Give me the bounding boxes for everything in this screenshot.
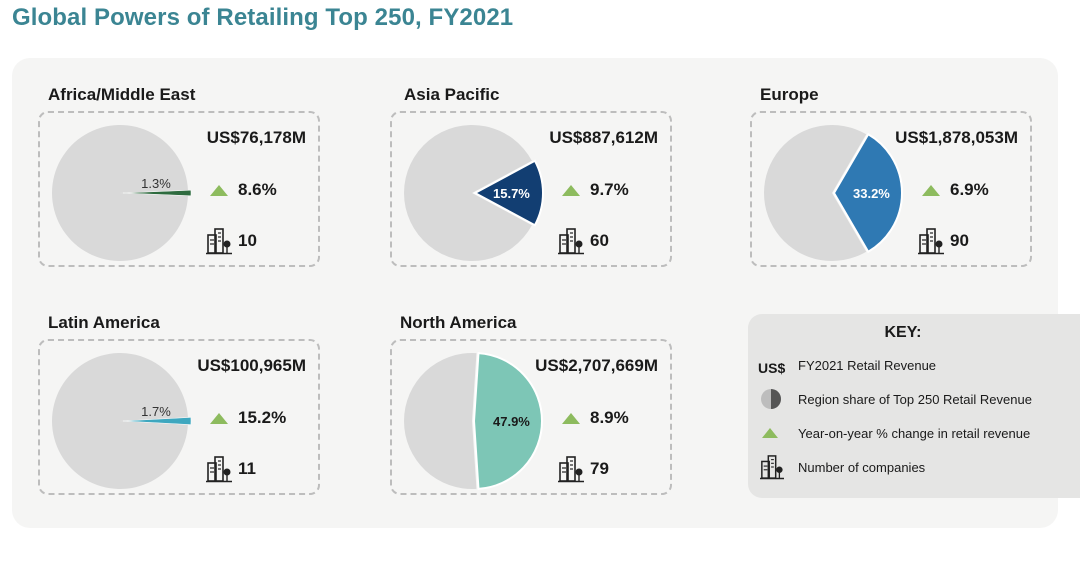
- buildings-icon: [760, 455, 784, 480]
- key-share-label: Region share of Top 250 Retail Revenue: [798, 392, 1032, 407]
- revenue-value: US$100,965M: [197, 356, 306, 375]
- region-pie: 15.7%: [404, 125, 544, 261]
- slice-label: 15.7%: [493, 186, 530, 201]
- region-card: 47.9% US$2,707,669M 8.9% 79: [390, 339, 672, 495]
- yoy-change: 15.2%: [238, 408, 287, 427]
- yoy-change: 9.7%: [590, 180, 629, 199]
- page-title: Global Powers of Retailing Top 250, FY20…: [12, 4, 514, 31]
- pie-remainder: [403, 353, 477, 489]
- revenue-value: US$2,707,669M: [535, 356, 658, 375]
- region-pie: 1.7%: [52, 353, 192, 489]
- pie-remainder: [764, 125, 867, 261]
- region-pie: 33.2%: [764, 125, 903, 261]
- region-name: North America: [400, 313, 517, 332]
- buildings-icon: [558, 228, 584, 255]
- yoy-change: 8.9%: [590, 408, 629, 427]
- pie-remainder: [52, 125, 188, 261]
- slice-label: 1.3%: [141, 176, 171, 191]
- buildings-icon: [558, 456, 584, 483]
- region-card: 1.3% US$76,178M 8.6% 10: [38, 111, 320, 267]
- buildings-icon: [206, 228, 232, 255]
- slice-label: 47.9%: [493, 414, 530, 429]
- triangle-up-icon: [562, 185, 580, 196]
- pie-remainder: [52, 353, 188, 489]
- buildings-icon: [918, 228, 944, 255]
- region-name: Asia Pacific: [404, 85, 500, 104]
- region-pie: 47.9%: [403, 352, 543, 490]
- triangle-up-icon: [922, 185, 940, 196]
- pie-slice: [832, 132, 903, 254]
- revenue-value: US$887,612M: [549, 128, 658, 147]
- triangle-up-icon: [562, 413, 580, 424]
- triangle-up-icon: [210, 185, 228, 196]
- yoy-change: 6.9%: [950, 180, 989, 199]
- region-card: 33.2% US$1,878,053M 6.9% 90: [750, 111, 1032, 267]
- company-count: 11: [238, 459, 256, 478]
- company-count: 79: [590, 459, 609, 478]
- region-name: Europe: [760, 85, 819, 104]
- key-revenue-label: FY2021 Retail Revenue: [798, 358, 937, 373]
- region-pie: 1.3%: [52, 125, 192, 261]
- triangle-up-icon: [762, 428, 778, 438]
- key-yoy-label: Year-on-year % change in retail revenue: [798, 426, 1031, 441]
- triangle-up-icon: [210, 413, 228, 424]
- region-card: 1.7% US$100,965M 15.2% 11: [38, 339, 320, 495]
- region-card: 15.7% US$887,612M 9.7% 60: [390, 111, 672, 267]
- pie-slice: [122, 417, 192, 425]
- yoy-change: 8.6%: [238, 180, 277, 199]
- pie-slice: [472, 352, 543, 490]
- half-pie-icon: [761, 389, 781, 409]
- company-count: 60: [590, 231, 609, 250]
- pie-slice: [472, 159, 544, 227]
- key-title: KEY:: [884, 324, 922, 341]
- us-symbol: US$: [758, 360, 786, 376]
- company-count: 10: [238, 231, 257, 250]
- revenue-value: US$76,178M: [206, 128, 306, 147]
- buildings-icon: [206, 456, 232, 483]
- key-companies-label: Number of companies: [798, 460, 926, 475]
- region-name: Latin America: [48, 313, 160, 332]
- revenue-value: US$1,878,053M: [895, 128, 1018, 147]
- key-legend: KEY: US$ FY2021 Retail Revenue Region sh…: [748, 314, 1080, 498]
- region-name: Africa/Middle East: [48, 85, 196, 104]
- pie-remainder: [404, 125, 532, 261]
- slice-label: 1.7%: [141, 404, 171, 419]
- pie-slice: [122, 189, 192, 197]
- company-count: 90: [950, 231, 969, 250]
- slice-label: 33.2%: [853, 186, 890, 201]
